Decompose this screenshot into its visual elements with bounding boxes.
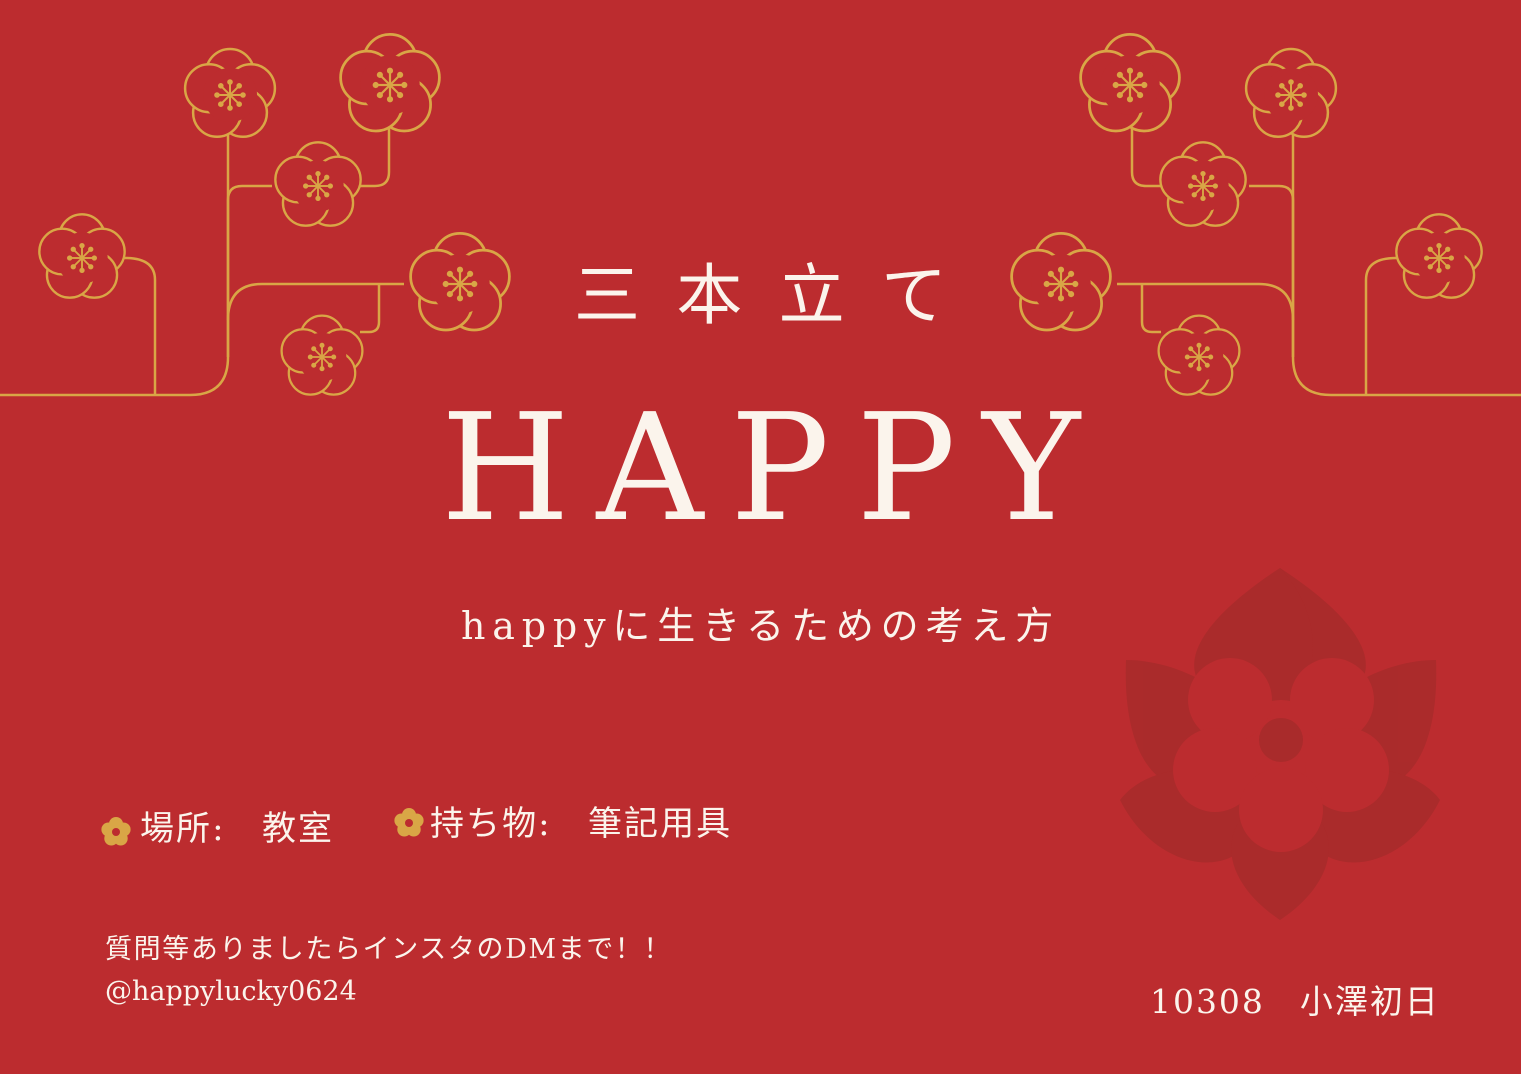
plum-blossom-icon bbox=[1010, 232, 1112, 332]
plum-blossom-icon bbox=[1079, 33, 1181, 133]
place-value: 教室 bbox=[262, 809, 335, 849]
tagline: happyに生きるための考え方 bbox=[460, 604, 1061, 648]
plum-blossom-icon bbox=[1244, 47, 1338, 139]
items-value: 筆記用具 bbox=[588, 804, 733, 844]
plum-blossom-icon bbox=[1157, 314, 1241, 396]
bottom-border bbox=[0, 1074, 1521, 1076]
plum-blossom-icon bbox=[38, 213, 126, 299]
place-label: 場所: bbox=[140, 809, 226, 849]
flower-bullet-icon bbox=[394, 808, 424, 837]
contact-note: 質問等ありましたらインスタのDMまで！！ bbox=[105, 934, 673, 965]
plum-blossom-icon bbox=[1159, 141, 1247, 227]
plum-blossom-icon bbox=[409, 232, 511, 332]
plum-blossom-icon bbox=[280, 314, 364, 396]
subtitle: 三本立て bbox=[574, 257, 984, 334]
plum-blossom-icon bbox=[274, 141, 362, 227]
plum-blossom-icon bbox=[1395, 213, 1483, 299]
instagram-handle: @happylucky0624 bbox=[105, 976, 357, 1007]
items-label: 持ち物: bbox=[430, 804, 552, 844]
author-name: 10308 小澤初日 bbox=[1150, 982, 1440, 1021]
plum-blossom-icon bbox=[183, 47, 277, 139]
page-title: HAPPY bbox=[440, 382, 1107, 554]
flower-bullet-icon bbox=[101, 817, 131, 846]
plum-blossom-icon bbox=[339, 33, 441, 133]
